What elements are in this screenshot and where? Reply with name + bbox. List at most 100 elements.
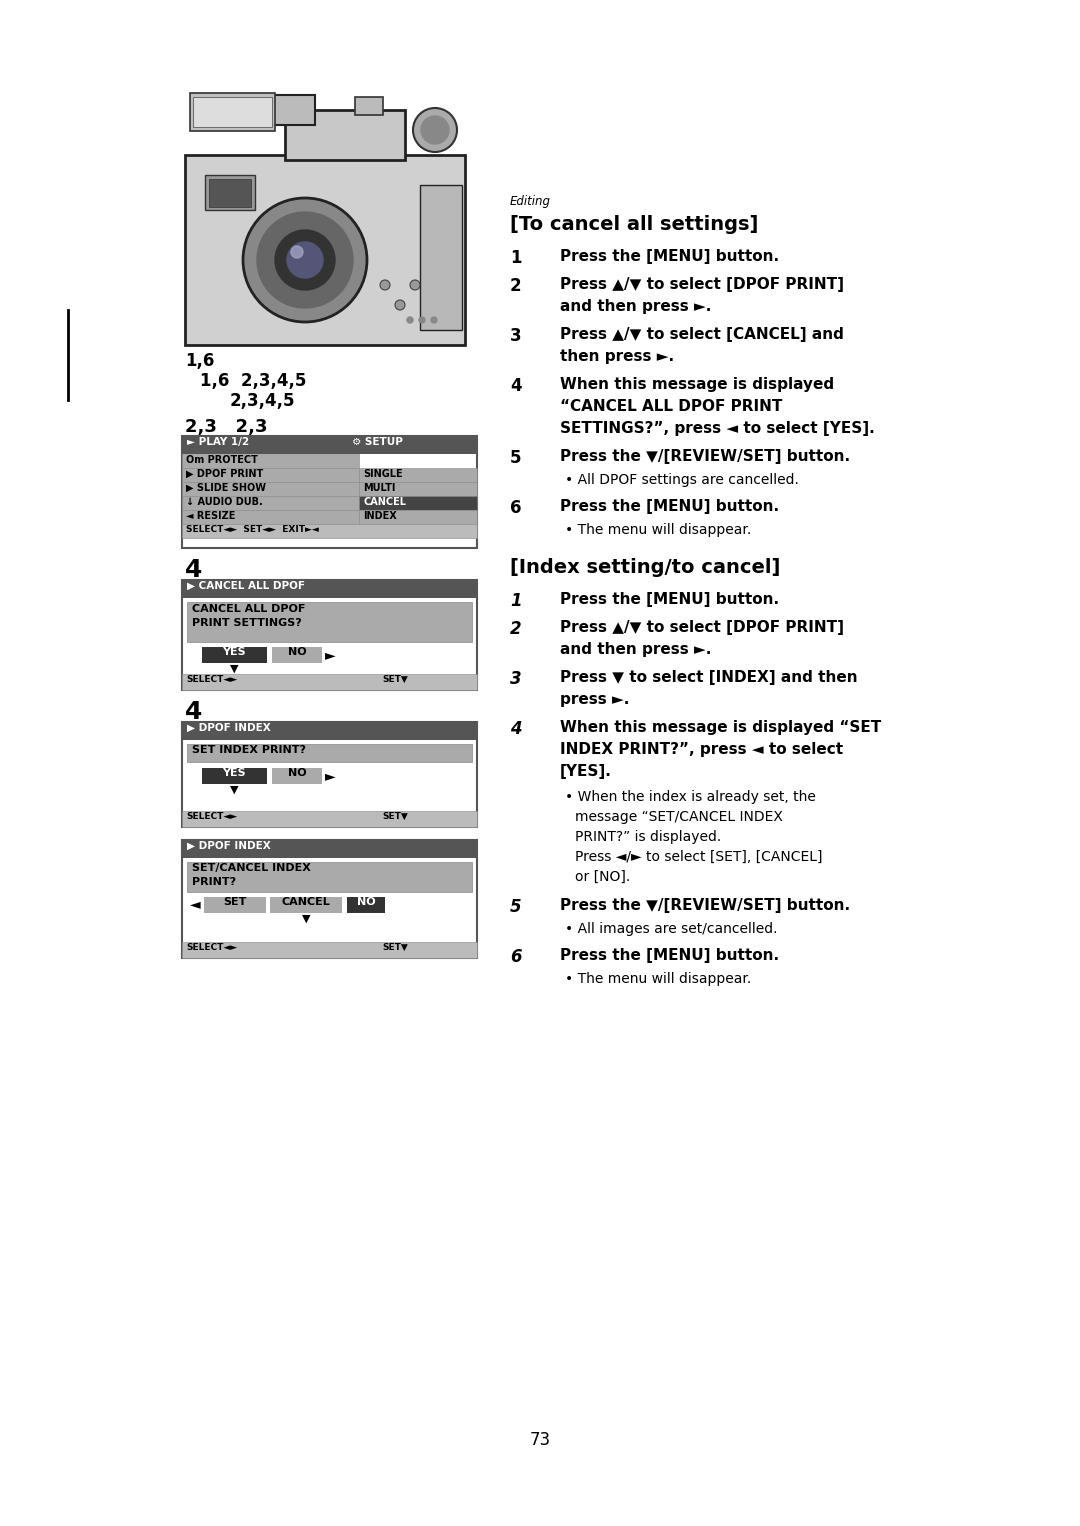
Bar [245, 95, 315, 125]
Text: 4: 4 [185, 559, 202, 581]
Text: [To cancel all settings]: [To cancel all settings] [510, 215, 758, 233]
Text: or [NO].: or [NO]. [575, 870, 631, 884]
Text: Press ▲/▼ to select [DPOF PRINT]: Press ▲/▼ to select [DPOF PRINT] [561, 278, 843, 291]
Text: MULTI: MULTI [363, 484, 395, 493]
Text: • The menu will disappear.: • The menu will disappear. [565, 523, 752, 537]
Text: YES: YES [222, 768, 246, 778]
Bar [183, 436, 477, 548]
Bar [183, 496, 359, 510]
Text: message “SET/CANCEL INDEX: message “SET/CANCEL INDEX [575, 810, 783, 824]
Text: 5: 5 [510, 897, 522, 916]
Bar [183, 510, 359, 523]
Text: SET/CANCEL INDEX: SET/CANCEL INDEX [192, 864, 311, 873]
Bar [190, 93, 275, 131]
Bar [202, 647, 267, 662]
Text: PRINT SETTINGS?: PRINT SETTINGS? [192, 618, 301, 629]
Text: ►: ► [325, 649, 336, 662]
Bar [187, 601, 472, 642]
Bar [183, 455, 359, 468]
Circle shape [243, 198, 367, 322]
Text: ▶ SLIDE SHOW: ▶ SLIDE SHOW [186, 484, 266, 493]
Bar [183, 468, 359, 482]
Bar [270, 897, 342, 913]
Text: ◄ RESIZE: ◄ RESIZE [186, 511, 235, 520]
Text: • All images are set/cancelled.: • All images are set/cancelled. [565, 922, 778, 935]
Bar [187, 862, 472, 893]
Bar [420, 185, 462, 330]
Text: Press the [MENU] button.: Press the [MENU] button. [561, 499, 779, 514]
Text: SELECT◄►: SELECT◄► [186, 943, 238, 952]
Text: ▼: ▼ [230, 784, 239, 795]
Text: 6: 6 [510, 948, 522, 966]
Text: INDEX: INDEX [363, 511, 396, 520]
Bar [205, 175, 255, 211]
Text: ▶ CANCEL ALL DPOF: ▶ CANCEL ALL DPOF [187, 581, 305, 591]
Text: 73: 73 [529, 1431, 551, 1450]
Bar [359, 496, 477, 510]
Text: When this message is displayed “SET: When this message is displayed “SET [561, 720, 881, 736]
Text: YES: YES [222, 647, 246, 658]
Text: 3: 3 [510, 670, 522, 688]
Text: SET INDEX PRINT?: SET INDEX PRINT? [192, 745, 306, 755]
Text: • When the index is already set, the: • When the index is already set, the [565, 790, 815, 804]
Circle shape [431, 317, 437, 324]
Text: SET: SET [224, 897, 246, 906]
Bar [359, 468, 477, 482]
Bar [183, 674, 477, 690]
Text: Press ▲/▼ to select [CANCEL] and: Press ▲/▼ to select [CANCEL] and [561, 327, 843, 342]
Text: Press the ▼/[REVIEW/SET] button.: Press the ▼/[REVIEW/SET] button. [561, 897, 850, 913]
Bar [183, 722, 477, 827]
Bar [272, 768, 322, 784]
Text: and then press ►.: and then press ►. [561, 299, 712, 314]
Bar [183, 810, 477, 827]
Text: Press ▼ to select [INDEX] and then: Press ▼ to select [INDEX] and then [561, 670, 858, 685]
Text: ▶ DPOF INDEX: ▶ DPOF INDEX [187, 841, 271, 852]
Text: 2: 2 [510, 278, 522, 295]
Text: CANCEL: CANCEL [282, 897, 330, 906]
Bar [359, 482, 477, 496]
Text: CANCEL ALL DPOF: CANCEL ALL DPOF [192, 604, 306, 613]
Text: ↓ AUDIO DUB.: ↓ AUDIO DUB. [186, 497, 262, 507]
Circle shape [275, 230, 335, 290]
Bar [183, 722, 477, 740]
Text: ▶ DPOF INDEX: ▶ DPOF INDEX [187, 723, 271, 732]
Circle shape [421, 116, 449, 143]
Text: 2,3,4,5: 2,3,4,5 [230, 392, 296, 410]
Text: CANCEL: CANCEL [363, 497, 406, 507]
Text: Press ◄/► to select [SET], [CANCEL]: Press ◄/► to select [SET], [CANCEL] [575, 850, 823, 864]
Bar [187, 745, 472, 761]
Bar [183, 436, 477, 455]
Text: 2,3   2,3: 2,3 2,3 [185, 418, 268, 436]
Bar [285, 110, 405, 160]
Text: press ►.: press ►. [561, 691, 630, 707]
Text: 3: 3 [510, 327, 522, 345]
Text: PRINT?” is displayed.: PRINT?” is displayed. [575, 830, 721, 844]
Text: ►: ► [325, 769, 336, 783]
Text: SET▼: SET▼ [382, 674, 408, 684]
Bar [347, 897, 384, 913]
Text: ▼: ▼ [230, 664, 239, 674]
Text: Press ▲/▼ to select [DPOF PRINT]: Press ▲/▼ to select [DPOF PRINT] [561, 620, 843, 635]
Text: Editing: Editing [510, 195, 551, 208]
Circle shape [380, 279, 390, 290]
Text: INDEX PRINT?”, press ◄ to select: INDEX PRINT?”, press ◄ to select [561, 742, 843, 757]
Text: then press ►.: then press ►. [561, 349, 674, 365]
Circle shape [395, 301, 405, 310]
Text: 4: 4 [185, 700, 202, 723]
Text: SELECT◄►  SET◄►  EXIT►◄: SELECT◄► SET◄► EXIT►◄ [186, 525, 319, 534]
Text: “CANCEL ALL DPOF PRINT: “CANCEL ALL DPOF PRINT [561, 398, 782, 414]
Text: SETTINGS?”, press ◄ to select [YES].: SETTINGS?”, press ◄ to select [YES]. [561, 421, 875, 436]
Text: SET▼: SET▼ [382, 812, 408, 821]
Bar [193, 98, 272, 127]
Circle shape [291, 246, 303, 258]
Text: 1: 1 [510, 249, 522, 267]
Bar [202, 768, 267, 784]
Text: PRINT?: PRINT? [192, 877, 237, 887]
Text: ▶ DPOF PRINT: ▶ DPOF PRINT [186, 468, 264, 479]
Bar [355, 98, 383, 114]
Bar [183, 839, 477, 958]
Circle shape [410, 279, 420, 290]
Circle shape [287, 243, 323, 278]
Circle shape [413, 108, 457, 153]
Bar [183, 580, 477, 598]
